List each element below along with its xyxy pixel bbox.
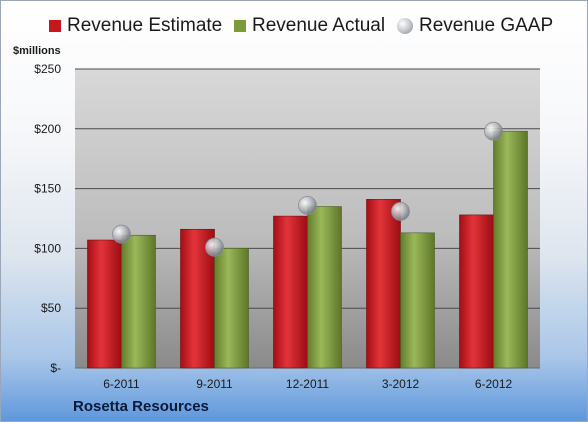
legend-item-actual: Revenue Actual bbox=[234, 15, 385, 37]
y-unit-label: $millions bbox=[13, 45, 61, 57]
bar-revenue-actual bbox=[214, 248, 249, 369]
legend: Revenue Estimate Revenue Actual Revenue … bbox=[1, 15, 587, 41]
y-tick-label: $50 bbox=[41, 301, 61, 315]
y-tick-label: $150 bbox=[34, 182, 61, 196]
x-tick-label: 6-2012 bbox=[475, 377, 513, 391]
bar-revenue-actual bbox=[493, 130, 528, 369]
marker-revenue-gaap bbox=[298, 195, 317, 215]
marker-revenue-gaap bbox=[391, 201, 410, 221]
marker-revenue-gaap bbox=[484, 121, 503, 141]
bar-revenue-estimate bbox=[366, 199, 401, 369]
legend-label-gaap: Revenue GAAP bbox=[419, 15, 554, 36]
bar-revenue-estimate bbox=[459, 214, 494, 369]
y-tick-label: $250 bbox=[34, 62, 61, 76]
x-tick-label: 3-2012 bbox=[382, 377, 420, 391]
legend-item-gaap: Revenue GAAP bbox=[397, 15, 553, 37]
gaap-marker-swatch bbox=[397, 18, 413, 34]
legend-label-estimate: Revenue Estimate bbox=[67, 15, 223, 36]
x-tick-label: 12-2011 bbox=[286, 377, 329, 391]
bar-revenue-actual bbox=[121, 234, 156, 369]
legend-label-actual: Revenue Actual bbox=[252, 15, 386, 36]
bar-revenue-actual bbox=[307, 206, 342, 369]
estimate-swatch bbox=[49, 20, 61, 32]
y-axis-ticks: $- $50 $100 $150 $200 $250 bbox=[34, 62, 61, 375]
x-tick-label: 6-2011 bbox=[103, 377, 140, 391]
y-tick-label: $- bbox=[50, 361, 61, 375]
actual-swatch bbox=[234, 20, 246, 32]
bar-revenue-actual bbox=[400, 232, 435, 369]
bars bbox=[87, 130, 528, 369]
bar-revenue-estimate bbox=[273, 215, 308, 369]
y-tick-label: $100 bbox=[34, 241, 61, 255]
x-tick-label: 9-2011 bbox=[196, 377, 233, 391]
gaap-markers bbox=[112, 121, 503, 257]
y-tick-label: $200 bbox=[34, 122, 61, 136]
marker-revenue-gaap bbox=[205, 237, 224, 257]
legend-item-estimate: Revenue Estimate bbox=[49, 15, 222, 37]
bar-revenue-estimate bbox=[87, 239, 122, 369]
x-axis-ticks: 6-2011 9-2011 12-2011 3-2012 6-2012 bbox=[103, 377, 512, 391]
company-name: Rosetta Resources bbox=[73, 398, 209, 415]
marker-revenue-gaap bbox=[112, 224, 131, 244]
